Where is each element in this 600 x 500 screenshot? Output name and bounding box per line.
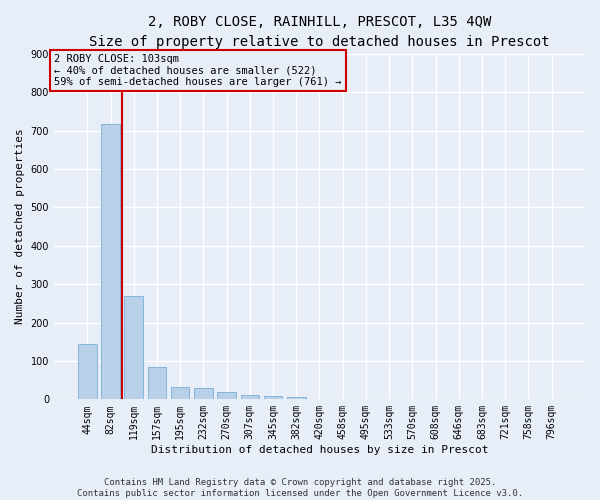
Bar	[287, 398, 305, 400]
Title: 2, ROBY CLOSE, RAINHILL, PRESCOT, L35 4QW
Size of property relative to detached : 2, ROBY CLOSE, RAINHILL, PRESCOT, L35 4Q…	[89, 15, 550, 48]
Bar	[124, 296, 143, 400]
Bar	[217, 392, 236, 400]
Bar	[241, 394, 259, 400]
Bar	[264, 396, 283, 400]
Text: Contains HM Land Registry data © Crown copyright and database right 2025.
Contai: Contains HM Land Registry data © Crown c…	[77, 478, 523, 498]
Bar	[148, 366, 166, 400]
Bar	[78, 344, 97, 400]
Y-axis label: Number of detached properties: Number of detached properties	[15, 128, 25, 324]
Bar	[194, 388, 212, 400]
X-axis label: Distribution of detached houses by size in Prescot: Distribution of detached houses by size …	[151, 445, 488, 455]
Bar	[171, 387, 190, 400]
Bar	[101, 124, 120, 400]
Text: 2 ROBY CLOSE: 103sqm
← 40% of detached houses are smaller (522)
59% of semi-deta: 2 ROBY CLOSE: 103sqm ← 40% of detached h…	[54, 54, 341, 87]
